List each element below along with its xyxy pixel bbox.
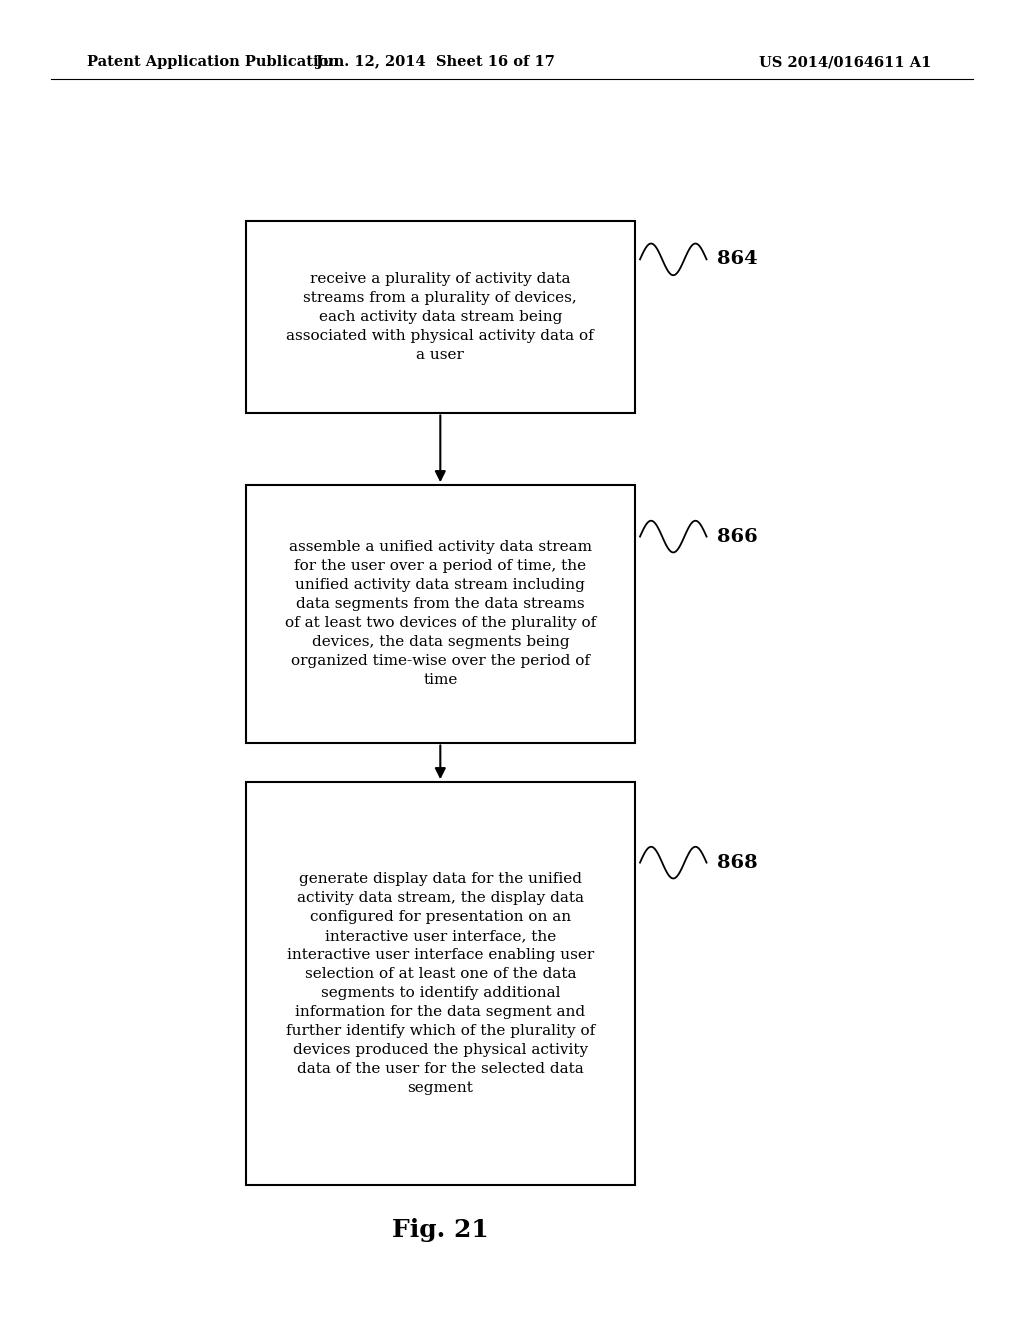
Text: 864: 864	[717, 251, 758, 268]
Text: US 2014/0164611 A1: US 2014/0164611 A1	[760, 55, 932, 69]
Text: Patent Application Publication: Patent Application Publication	[87, 55, 339, 69]
Text: 868: 868	[717, 854, 758, 871]
Text: Fig. 21: Fig. 21	[392, 1218, 488, 1242]
Text: assemble a unified activity data stream
for the user over a period of time, the
: assemble a unified activity data stream …	[285, 540, 596, 688]
Text: generate display data for the unified
activity data stream, the display data
con: generate display data for the unified ac…	[286, 873, 595, 1094]
Text: 866: 866	[717, 528, 758, 545]
Text: Jun. 12, 2014  Sheet 16 of 17: Jun. 12, 2014 Sheet 16 of 17	[315, 55, 555, 69]
Text: receive a plurality of activity data
streams from a plurality of devices,
each a: receive a plurality of activity data str…	[287, 272, 594, 362]
Bar	[246, 484, 635, 742]
Bar	[246, 220, 635, 412]
Bar	[246, 781, 635, 1185]
